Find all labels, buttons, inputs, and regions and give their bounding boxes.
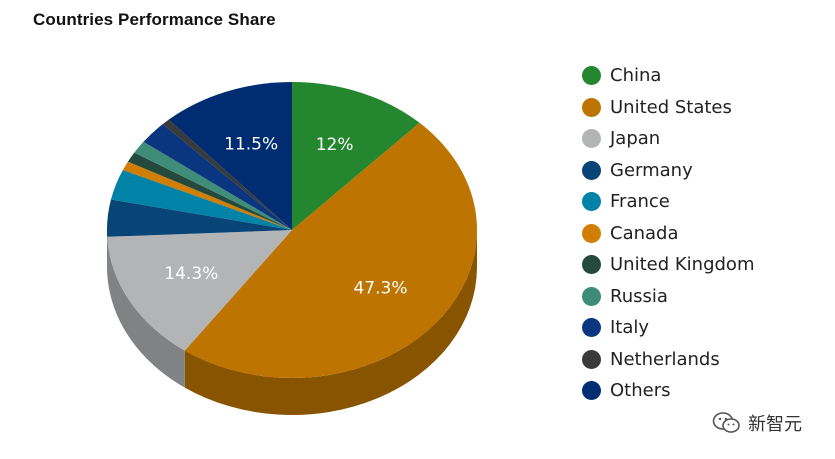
legend-label: Italy	[610, 317, 650, 339]
pie-side-japan	[107, 236, 185, 388]
legend-label: Russia	[610, 285, 668, 307]
pie-top	[107, 82, 478, 378]
legend-swatch	[582, 97, 601, 117]
pie-labels: 12% 47.3% 14.3% 11.5%	[164, 134, 407, 298]
legend-label: Japan	[610, 128, 661, 150]
legend-swatch	[582, 66, 601, 86]
legend-swatch	[582, 129, 601, 149]
legend-item-netherlands: Netherlands	[582, 344, 754, 376]
legend-swatch	[582, 223, 601, 243]
legend-label: China	[610, 65, 662, 87]
legend-item-russia: Russia	[582, 281, 754, 313]
legend-item-france: France	[582, 186, 754, 218]
legend-label: Canada	[610, 222, 679, 244]
pie-slice-canada	[122, 161, 292, 230]
pie-slice-japan	[107, 230, 293, 351]
legend-item-united-states: United States	[582, 92, 754, 124]
legend-swatch	[582, 349, 601, 369]
wechat-icon	[712, 412, 740, 433]
data-label-others: 11.5%	[224, 134, 278, 154]
legend-label: Others	[610, 380, 671, 402]
data-label-china: 12%	[316, 135, 354, 155]
legend-label: France	[610, 191, 670, 213]
legend-swatch	[582, 318, 601, 338]
chart-title: Countries Performance Share	[33, 10, 276, 29]
legend: China United States Japan Germany France Cana…	[582, 60, 754, 407]
legend-swatch	[582, 192, 601, 212]
pie-slice-united-kingdom	[127, 152, 293, 230]
legend-swatch	[582, 381, 601, 401]
pie-slice-germany	[107, 199, 293, 237]
pie-slice-united-states	[184, 122, 478, 378]
legend-label: United Kingdom	[610, 254, 755, 276]
legend-label: United States	[610, 96, 732, 118]
legend-item-china: China	[582, 60, 754, 92]
watermark: 新智元	[712, 410, 802, 436]
data-label-united-states: 47.3%	[353, 278, 407, 298]
pie-slice-italy	[143, 124, 292, 230]
pie-slice-others	[168, 82, 292, 230]
legend-item-italy: Italy	[582, 312, 754, 344]
legend-item-united-kingdom: United Kingdom	[582, 249, 754, 281]
legend-item-japan: Japan	[582, 123, 754, 155]
pie-slice-china	[292, 82, 420, 230]
legend-label: Netherlands	[610, 348, 720, 370]
pie-slice-netherlands	[162, 119, 292, 230]
pie-slice-russia	[134, 141, 292, 230]
pie-side-united-states	[184, 230, 478, 415]
watermark-text: 新智元	[748, 414, 802, 435]
data-label-japan: 14.3%	[164, 264, 218, 284]
legend-item-germany: Germany	[582, 155, 754, 187]
legend-swatch	[582, 160, 601, 180]
legend-swatch	[582, 255, 601, 275]
pie-sides	[107, 230, 478, 415]
pie-slice-france	[110, 170, 292, 230]
legend-label: Germany	[610, 159, 693, 181]
legend-item-canada: Canada	[582, 218, 754, 250]
legend-swatch	[582, 286, 601, 306]
legend-item-others: Others	[582, 375, 754, 407]
